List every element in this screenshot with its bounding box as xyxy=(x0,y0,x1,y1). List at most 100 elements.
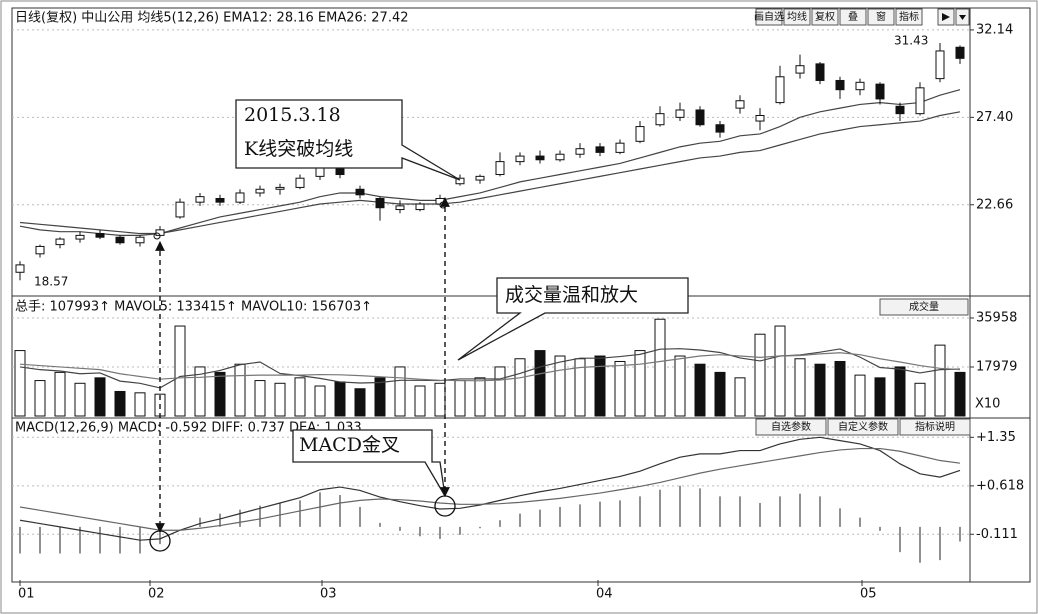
macd-header: MACD(12,26,9) MACD: -0.592 DIFF: 0.737 D… xyxy=(15,421,362,436)
button-icon xyxy=(959,15,966,20)
annotation: K线突破均线 xyxy=(244,138,353,160)
button[interactable] xyxy=(839,8,867,26)
candle-body xyxy=(495,161,505,176)
price-header: 日线(复权) 中山公用 均线5(12,26) EMA12: 28.16 EMA2… xyxy=(15,10,409,26)
low-label: 18.57 xyxy=(34,275,68,289)
button-label: 叠 xyxy=(848,11,858,23)
x-tick-label: 01 xyxy=(18,587,35,602)
candle-body xyxy=(555,153,565,161)
volume-bar xyxy=(354,388,366,417)
candle-body xyxy=(955,46,965,59)
y-tick-label: 27.40 xyxy=(976,110,1013,125)
volume-bar xyxy=(754,333,766,417)
candle-body xyxy=(635,126,645,142)
volume-bar xyxy=(594,355,606,417)
volume-bar xyxy=(934,344,946,417)
button[interactable] xyxy=(783,8,811,26)
button[interactable] xyxy=(811,8,839,26)
volume-bar xyxy=(314,385,326,417)
volume-bar xyxy=(454,380,466,417)
candle-body xyxy=(595,146,605,153)
x-tick-label: 04 xyxy=(596,587,613,602)
y-tick-label: 32.14 xyxy=(976,22,1013,37)
candle-body xyxy=(675,109,685,118)
plot-frame xyxy=(11,7,1031,583)
candle-body xyxy=(255,188,265,194)
button[interactable] xyxy=(827,418,899,436)
break-dot xyxy=(439,201,447,209)
candle-body xyxy=(615,142,625,153)
button-label: 窗 xyxy=(876,10,886,23)
button[interactable] xyxy=(899,418,971,436)
volume-bar xyxy=(914,382,926,417)
button-label: 自定义参数 xyxy=(838,420,888,433)
volume-bar xyxy=(834,360,846,417)
indicator-line xyxy=(19,447,961,531)
button-label: 均线 xyxy=(787,10,807,23)
candle-body xyxy=(355,188,365,196)
candle-body xyxy=(895,105,905,115)
volume-bar xyxy=(634,350,646,417)
volume-bar xyxy=(514,358,526,417)
button[interactable] xyxy=(895,8,923,26)
candle-body xyxy=(795,65,805,74)
candle-body xyxy=(375,197,385,209)
button[interactable] xyxy=(879,298,969,316)
button[interactable] xyxy=(755,8,783,26)
volume-bar xyxy=(714,371,726,417)
volume-bar xyxy=(394,366,406,417)
volume-bar xyxy=(734,377,746,417)
y-tick-label: 22.66 xyxy=(976,197,1013,212)
volume-bar xyxy=(894,366,906,417)
candle-body xyxy=(175,201,185,218)
volume-bar xyxy=(414,385,426,417)
candle-body xyxy=(715,124,725,133)
button-icon xyxy=(942,13,950,21)
candle-body xyxy=(275,186,285,190)
volume-bar xyxy=(874,377,886,417)
volume-header: 总手: 107993↑ MAVOL5: 133415↑ MAVOL10: 156… xyxy=(15,300,372,315)
candle-body xyxy=(415,203,425,211)
candle-body xyxy=(655,113,665,126)
candle-body xyxy=(735,100,745,109)
callout-box xyxy=(457,277,689,361)
candle-body xyxy=(295,177,305,188)
indicator-line xyxy=(19,352,961,382)
y-tick-label: 17979 xyxy=(976,359,1017,374)
volume-bar xyxy=(674,355,686,417)
volume-bar xyxy=(534,350,546,417)
candle-body xyxy=(455,177,465,185)
volume-bar xyxy=(494,366,506,417)
y-tick-label: +0.618 xyxy=(976,478,1024,493)
volume-bar xyxy=(814,363,826,417)
volume-bar xyxy=(134,392,146,417)
x-tick-label: 03 xyxy=(320,587,337,602)
button[interactable] xyxy=(755,418,827,436)
volume-bar xyxy=(374,377,386,417)
candle-body xyxy=(915,87,925,115)
candle-body xyxy=(695,109,705,126)
candle-body xyxy=(35,245,45,255)
volume-bar xyxy=(854,374,866,417)
break-dot xyxy=(153,232,161,240)
volume-bar xyxy=(774,325,786,417)
candle-body xyxy=(835,79,845,91)
y-tick-label: +1.35 xyxy=(976,430,1016,445)
button-label: 指标说明 xyxy=(915,420,955,433)
cross-circle xyxy=(149,530,171,552)
x-tick-label: 05 xyxy=(860,587,877,602)
high-label: 31.43 xyxy=(894,34,928,48)
annotation: 2015.3.18 xyxy=(244,104,341,126)
volume-bar xyxy=(94,377,106,417)
indicator-line xyxy=(19,111,961,235)
button-label: 画自选 xyxy=(754,10,784,23)
volume-bar xyxy=(234,363,246,417)
volume-bar xyxy=(194,366,206,417)
volume-bar xyxy=(114,390,126,417)
candle-body xyxy=(215,197,225,203)
candle-body xyxy=(15,264,25,273)
volume-bar xyxy=(334,381,346,417)
volume-bar xyxy=(274,382,286,417)
button[interactable] xyxy=(867,8,895,26)
